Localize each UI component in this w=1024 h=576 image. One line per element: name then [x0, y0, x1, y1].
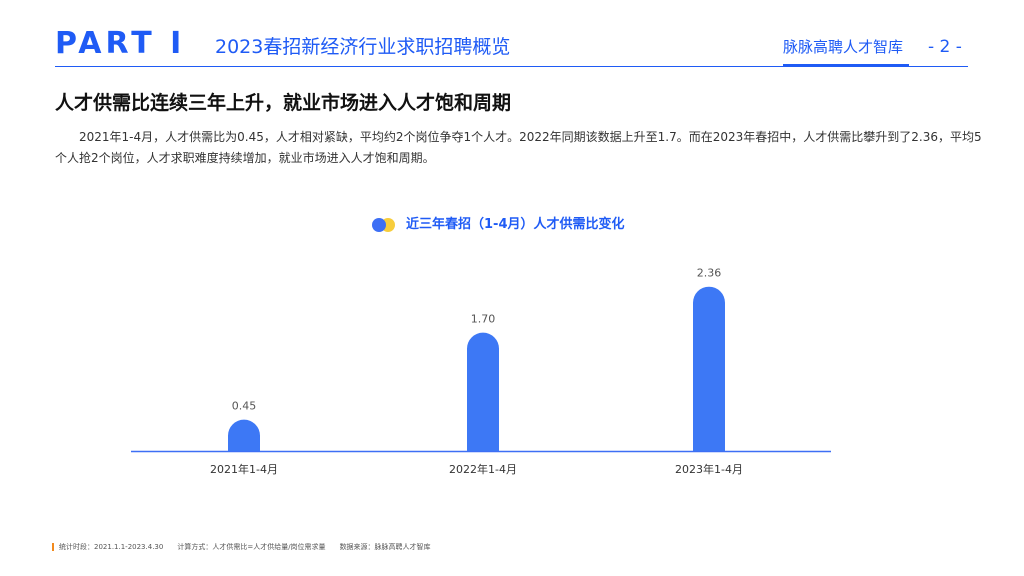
section-title: 人才供需比连续三年上升，就业市场进入人才饱和周期 [55, 92, 512, 114]
legend-label: 近三年春招（1-4月）人才供需比变化 [406, 217, 625, 232]
header-divider [55, 66, 968, 67]
header: PART Ⅰ 2023春招新经济行业求职招聘概览 脉脉高聘人才智库 - 2 - [0, 0, 1024, 70]
bar-2 [467, 332, 499, 451]
brand-name: 脉脉高聘人才智库 [783, 38, 904, 56]
header-title: 2023春招新经济行业求职招聘概览 [215, 36, 511, 58]
footer-period: 统计时段：2021.1.1-2023.4.30 [59, 543, 164, 551]
bar-1 [228, 419, 260, 451]
data-label-1: 0.45 [232, 400, 257, 413]
bar-3 [693, 286, 725, 451]
brand-underline [783, 64, 909, 67]
page-number: - 2 - [928, 37, 962, 57]
data-label-2: 1.70 [471, 313, 496, 326]
footer-method: 计算方式：人才供需比=人才供给量/岗位需求量 [177, 543, 326, 551]
footer-marker [52, 543, 54, 551]
bar-chart: 0.45 2021年1-4月 1.70 2022年1-4月 2.36 2023年1-4月 [131, 267, 831, 476]
part-label: PART Ⅰ [55, 26, 186, 61]
x-tick-label-3: 2023年1-4月 [675, 462, 743, 476]
data-label-3: 2.36 [697, 267, 722, 280]
footer: 统计时段：2021.1.1-2023.4.30 计算方式：人才供需比=人才供给量/… [52, 542, 445, 552]
legend-dot-blue [372, 218, 386, 232]
footer-source: 数据来源：脉脉高聘人才智库 [339, 543, 431, 551]
x-tick-label-1: 2021年1-4月 [210, 462, 278, 476]
x-tick-label-2: 2022年1-4月 [449, 462, 517, 476]
section-paragraph: 2021年1-4月，人才供需比为0.45，人才相对紧缺，平均约2个岗位争夺1个人… [55, 130, 982, 165]
